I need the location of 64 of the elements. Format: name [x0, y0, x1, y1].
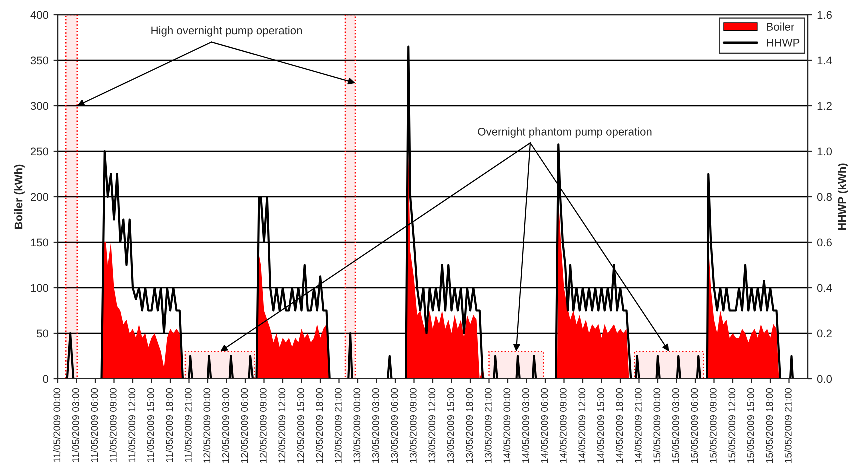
- x-tick-label: 15/05/2009 06:00: [690, 388, 698, 463]
- x-tick-label: 13/05/2009 03:00: [372, 388, 380, 463]
- x-tick-label: 12/05/2009 00:00: [203, 388, 211, 463]
- x-tick-label: 11/05/2009 15:00: [147, 388, 154, 462]
- x-tick-label: 15/05/2009 21:00: [784, 388, 792, 463]
- x-tick-label: 12/05/2009 03:00: [222, 388, 230, 463]
- y-tick-label: 250: [30, 148, 49, 156]
- y2-tick-label: 1.6: [818, 11, 832, 20]
- x-tick-label: 15/05/2009 18:00: [766, 388, 774, 463]
- legend-label: HHWP: [767, 39, 800, 47]
- x-tick-label: 13/05/2009 21:00: [484, 388, 492, 463]
- y2-tick-label: 1.2: [818, 102, 832, 110]
- x-tick-label: 13/05/2009 18:00: [466, 388, 474, 463]
- x-tick-label: 15/05/2009 00:00: [653, 388, 661, 463]
- x-tick-label: 12/05/2009 21:00: [334, 388, 342, 463]
- x-tick-label: 13/05/2009 00:00: [353, 388, 361, 463]
- x-tick-label: 14/05/2009 09:00: [560, 388, 567, 463]
- x-tick-label: 14/05/2009 12:00: [578, 388, 586, 463]
- x-tick-label: 14/05/2009 00:00: [503, 388, 511, 463]
- x-tick-label: 15/05/2009 15:00: [747, 388, 754, 463]
- y-tick-label: 400: [30, 11, 49, 20]
- y-tick-label: 350: [30, 56, 49, 65]
- x-tick-label: 12/05/2009 18:00: [316, 388, 324, 463]
- x-tick-label: 12/05/2009 12:00: [278, 388, 286, 463]
- x-tick-label: 13/05/2009 12:00: [428, 388, 436, 463]
- y-tick-label: 50: [37, 330, 49, 338]
- x-tick-label: 11/05/2009 09:00: [110, 388, 117, 462]
- y2-axis-title: HHWP (kWh): [838, 164, 848, 230]
- annotation: Overnight phantom pump operation: [478, 128, 652, 138]
- x-tick-label: 11/05/2009 12:00: [128, 388, 136, 462]
- x-tick-label: 15/05/2009 12:00: [728, 388, 736, 463]
- x-tick-label: 11/05/2009 00:00: [53, 388, 61, 462]
- x-tick-label: 12/05/2009 09:00: [260, 388, 267, 463]
- legend-label: Boiler: [767, 22, 794, 31]
- y-tick-label: 200: [30, 193, 49, 202]
- y-tick-label: 150: [31, 238, 49, 247]
- x-tick-label: 14/05/2009 21:00: [634, 388, 642, 463]
- x-tick-label: 15/05/2009 09:00: [710, 388, 717, 463]
- x-tick-label: 13/05/2009 15:00: [447, 388, 454, 463]
- x-tick-label: 14/05/2009 06:00: [540, 388, 548, 463]
- y2-tick-label: 1.0: [818, 148, 832, 156]
- x-tick-label: 11/05/2009 21:00: [184, 388, 192, 462]
- x-tick-label: 13/05/2009 09:00: [410, 388, 417, 463]
- y-tick-label: 100: [31, 284, 49, 292]
- x-tick-label: 15/05/2009 03:00: [672, 388, 680, 463]
- x-tick-label: 14/05/2009 18:00: [616, 388, 624, 463]
- y2-tick-label: 0.8: [817, 193, 832, 202]
- y2-tick-label: 0.6: [817, 238, 832, 247]
- x-tick-label: 14/05/2009 15:00: [597, 388, 604, 463]
- x-tick-label: 11/05/2009 18:00: [166, 388, 174, 462]
- y-tick-label: 300: [30, 102, 49, 110]
- y-axis-title: Boiler (kWh): [14, 164, 25, 229]
- x-tick-label: 11/05/2009 03:00: [72, 388, 80, 462]
- x-tick-label: 14/05/2009 03:00: [522, 388, 530, 463]
- x-tick-label: 12/05/2009 15:00: [297, 388, 304, 463]
- y-tick-label: 0: [43, 375, 49, 384]
- y2-tick-label: 0.2: [817, 330, 832, 338]
- x-tick-label: 13/05/2009 06:00: [390, 388, 398, 463]
- x-tick-label: 12/05/2009 06:00: [240, 388, 248, 463]
- y2-tick-label: 0.4: [817, 284, 832, 292]
- y2-tick-label: 0.0: [817, 375, 832, 384]
- annotation: High overnight pump operation: [152, 26, 302, 37]
- y2-tick-label: 1.4: [818, 56, 832, 65]
- x-tick-label: 11/05/2009 06:00: [90, 388, 98, 462]
